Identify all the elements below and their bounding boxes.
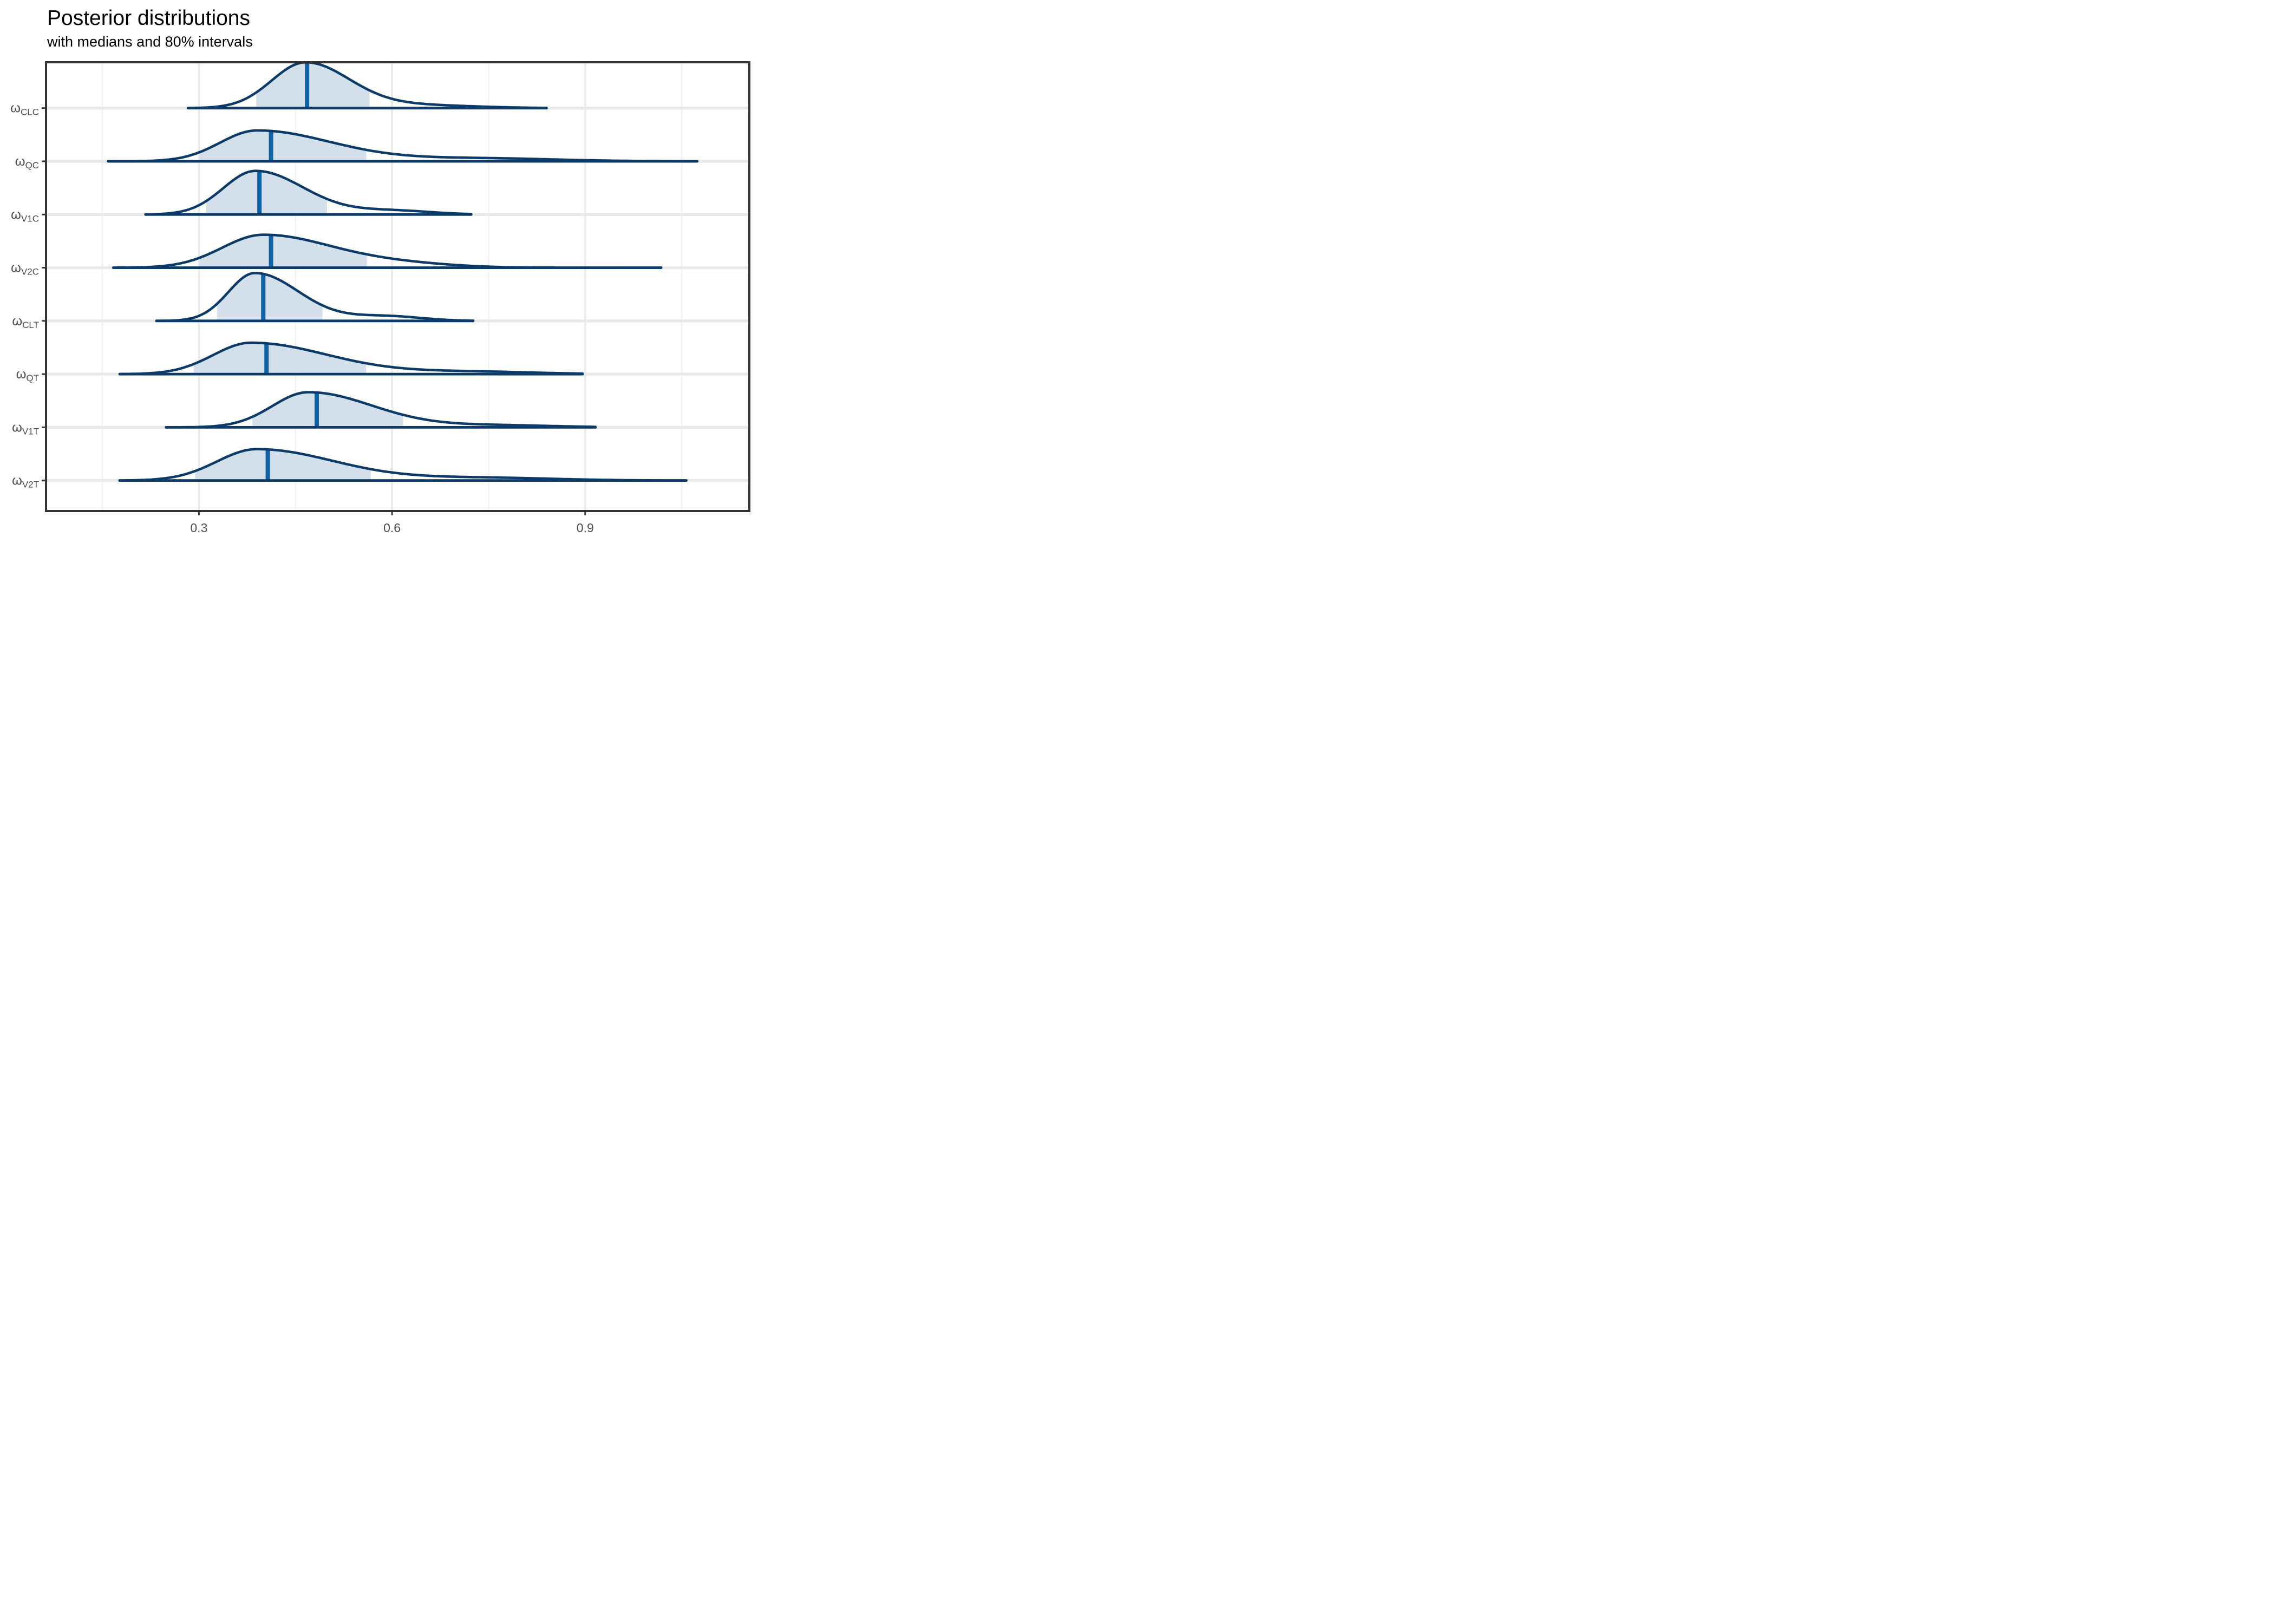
figure: Posterior distributions with medians and… xyxy=(0,0,758,541)
ridgeline-chart: ωCLC ωQC ωV1C ωV2C ωCLT ωQT ωV1T ωV2T 0.3 0.6 0.9 xyxy=(10,61,750,535)
interval-fill xyxy=(256,62,370,108)
x-tick-label: 0.9 xyxy=(577,521,594,535)
density-curve xyxy=(144,169,473,216)
chart-title: Posterior distributions xyxy=(47,6,250,30)
y-tick-label: ωCLT xyxy=(12,314,39,330)
y-tick-label: ωV2C xyxy=(11,261,39,277)
interval-fill xyxy=(199,130,367,161)
density-curve xyxy=(155,272,475,323)
chart-subtitle: with medians and 80% intervals xyxy=(47,34,253,50)
y-tick-label: ωCLC xyxy=(10,101,39,117)
interval-fill xyxy=(217,273,323,321)
y-tick-label: ωV1C xyxy=(11,207,39,224)
density-curve xyxy=(118,341,584,376)
density-curve xyxy=(165,391,597,429)
density-curve xyxy=(112,233,663,269)
interval-fill xyxy=(252,392,403,428)
x-tick-label: 0.3 xyxy=(190,521,207,535)
density-curve xyxy=(107,129,698,163)
density-curve xyxy=(186,61,548,109)
y-tick-label: ωQT xyxy=(16,367,39,383)
interval-fill xyxy=(195,449,371,481)
y-tick-label: ωQC xyxy=(15,154,39,171)
interval-fill xyxy=(199,234,367,268)
panel-border xyxy=(45,61,750,512)
interval-fill xyxy=(193,343,367,375)
y-tick-label: ωV2T xyxy=(12,474,39,490)
y-tick-label: ωV1T xyxy=(12,420,39,436)
interval-fill xyxy=(206,171,327,215)
x-tick-label: 0.6 xyxy=(383,521,401,535)
